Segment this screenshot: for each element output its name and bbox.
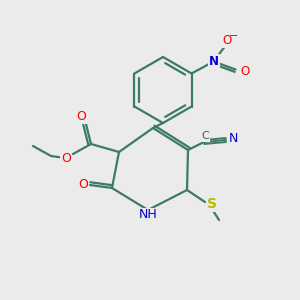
Text: C: C: [201, 131, 209, 141]
Text: O: O: [222, 34, 231, 47]
Text: NH: NH: [139, 208, 158, 221]
Text: N: N: [228, 133, 238, 146]
Text: O: O: [61, 152, 71, 164]
Text: −: −: [229, 31, 238, 40]
Text: O: O: [76, 110, 86, 122]
Text: N: N: [208, 55, 219, 68]
Text: O: O: [240, 65, 249, 78]
Text: O: O: [78, 178, 88, 190]
Text: S: S: [207, 197, 217, 211]
